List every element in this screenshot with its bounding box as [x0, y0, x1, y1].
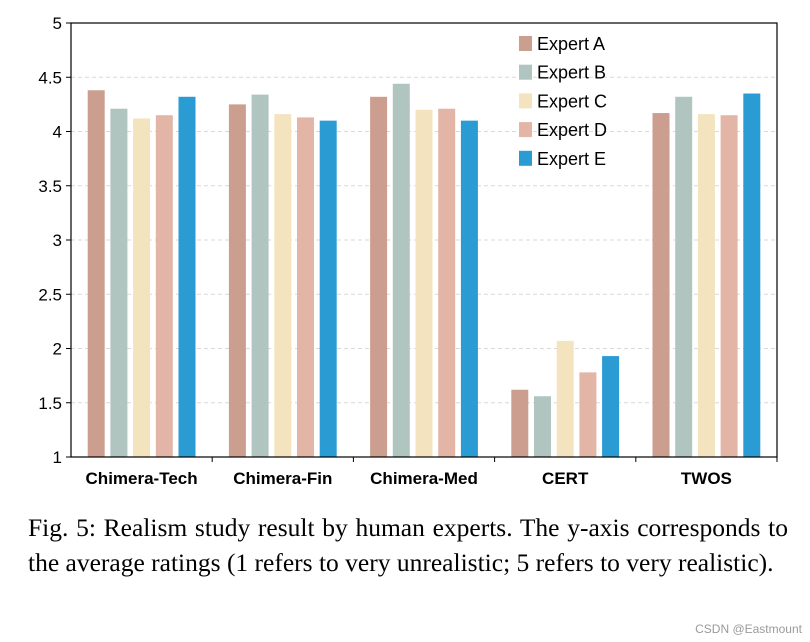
y-tick-label: 5 [53, 14, 62, 33]
bar-expert-c-chimera-fin [274, 114, 292, 457]
bar-expert-e-twos [743, 93, 761, 458]
bar-expert-b-chimera-tech [110, 108, 128, 457]
bar-expert-c-chimera-med [415, 109, 433, 458]
bar-expert-a-chimera-med [370, 96, 388, 457]
bar-chart: 1 1.5 2 2.5 3 3.5 4 4.5 5 Chimera-Tech Chimera-Fi… [38, 14, 778, 488]
figure-caption: Fig. 5: Realism study result by human ex… [28, 513, 788, 577]
bar-expert-e-chimera-fin [319, 120, 337, 458]
x-category-label: TWOS [681, 469, 732, 488]
y-axis-ticks: 1 1.5 2 2.5 3 3.5 4 4.5 5 [38, 14, 71, 467]
bar-expert-d-cert [579, 372, 597, 457]
legend-swatch [519, 150, 532, 166]
y-tick-label: 4.5 [38, 68, 62, 87]
legend-label: Expert B [537, 63, 606, 83]
bar-expert-a-chimera-tech [87, 90, 105, 458]
bar-expert-b-chimera-fin [251, 94, 269, 458]
legend-label: Expert D [537, 120, 607, 140]
x-category-label: Chimera-Tech [86, 469, 198, 488]
legend-label: Expert A [537, 34, 605, 54]
bar-expert-e-cert [602, 356, 620, 457]
y-tick-label: 3.5 [38, 177, 62, 196]
bar-expert-b-twos [675, 96, 693, 457]
legend-swatch [519, 64, 532, 80]
bar-expert-c-twos [697, 114, 715, 457]
y-tick-label: 2 [53, 340, 62, 359]
bar-expert-c-chimera-tech [133, 118, 151, 457]
bar-expert-d-chimera-med [438, 108, 456, 457]
legend-swatch [519, 122, 532, 138]
legend-label: Expert E [537, 149, 606, 169]
x-category-label: CERT [542, 469, 589, 488]
bar-expert-b-cert [534, 396, 551, 457]
x-axis-labels: Chimera-Tech Chimera-Fin Chimera-Med CERT TW… [86, 457, 778, 488]
legend-label: Expert C [537, 91, 607, 111]
bar-expert-d-chimera-tech [155, 115, 173, 457]
legend-swatch [519, 93, 532, 109]
legend-swatch [519, 36, 532, 51]
legend: Expert A Expert B Expert C Expert D Expert E [519, 34, 607, 169]
y-tick-label: 3 [53, 231, 62, 250]
bar-expert-a-twos [652, 113, 670, 458]
x-category-label: Chimera-Fin [233, 469, 332, 488]
bar-expert-e-chimera-tech [178, 96, 196, 457]
bar-expert-b-chimera-med [392, 83, 410, 457]
y-tick-label: 1 [53, 448, 62, 467]
bar-expert-d-chimera-fin [297, 117, 314, 458]
bar-expert-c-cert [556, 340, 574, 457]
watermark: CSDN @Eastmount [695, 622, 802, 636]
x-category-label: Chimera-Med [370, 469, 478, 488]
bar-expert-d-twos [720, 115, 738, 457]
y-tick-label: 1.5 [38, 394, 62, 413]
y-tick-label: 4 [53, 123, 62, 142]
bars [87, 83, 761, 458]
bar-expert-a-cert [511, 389, 529, 457]
bar-expert-a-chimera-fin [228, 104, 246, 457]
y-tick-label: 2.5 [38, 285, 62, 304]
bar-expert-e-chimera-med [460, 120, 478, 458]
